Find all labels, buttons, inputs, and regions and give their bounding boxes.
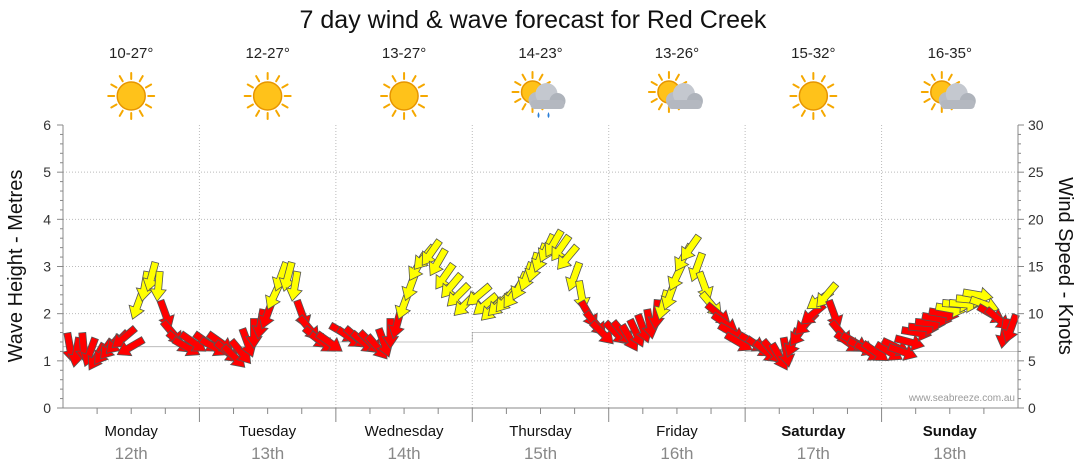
left-tick-label: 5 bbox=[43, 164, 51, 180]
sunny-icon bbox=[380, 72, 429, 120]
day-date-label: 12th bbox=[115, 444, 148, 463]
right-tick-label: 30 bbox=[1028, 117, 1044, 133]
wind-arrow bbox=[314, 330, 343, 352]
right-tick-label: 15 bbox=[1028, 259, 1044, 275]
right-tick-label: 5 bbox=[1028, 353, 1036, 369]
showers-icon bbox=[511, 71, 566, 118]
x-axis-ticks: Monday 12th Tuesday 13th Wednesday 14th Thursd… bbox=[96, 408, 985, 463]
left-tick-label: 6 bbox=[43, 117, 51, 133]
partly-cloudy-icon bbox=[647, 71, 703, 113]
day-name-label: Tuesday bbox=[239, 423, 296, 440]
day-temp-range: 10-27° bbox=[109, 45, 153, 62]
day-date-label: 14th bbox=[388, 444, 421, 463]
wind-arrow bbox=[156, 298, 175, 330]
day-name-label: Wednesday bbox=[365, 423, 444, 440]
left-axis-ticks: 0 1 2 3 4 5 6 bbox=[43, 117, 63, 416]
wind-arrow bbox=[446, 281, 472, 307]
left-tick-label: 4 bbox=[43, 211, 51, 227]
wind-arrow bbox=[245, 318, 263, 350]
grid-lines bbox=[63, 125, 1018, 408]
sunny-icon bbox=[243, 72, 292, 120]
day-name-label: Thursday bbox=[509, 423, 572, 440]
day-date-label: 18th bbox=[933, 444, 966, 463]
wind-arrow bbox=[557, 243, 581, 270]
day-date-label: 17th bbox=[797, 444, 830, 463]
day-name-label: Saturday bbox=[781, 423, 846, 440]
wind-arrow bbox=[381, 318, 400, 350]
day-temp-range: 12-27° bbox=[245, 45, 289, 62]
wind-arrow bbox=[116, 336, 146, 357]
wind-arrow bbox=[285, 270, 303, 302]
wind-arrow bbox=[1001, 312, 1020, 344]
right-axis-ticks: 0 5 10 15 20 25 30 bbox=[1018, 117, 1044, 416]
day-temp-range: 15-32° bbox=[791, 45, 835, 62]
wind-arrow bbox=[695, 270, 714, 302]
day-name-label: Monday bbox=[105, 423, 159, 440]
left-tick-label: 1 bbox=[43, 353, 51, 369]
day-date-label: 13th bbox=[251, 444, 284, 463]
partly-cloudy-icon bbox=[920, 71, 976, 113]
day-name-label: Friday bbox=[656, 423, 698, 440]
day-temp-range: 14-23° bbox=[518, 45, 562, 62]
right-tick-label: 0 bbox=[1028, 400, 1036, 416]
day-date-label: 16th bbox=[660, 444, 693, 463]
right-axis-title: Wind Speed - Knots bbox=[1054, 177, 1076, 355]
right-tick-label: 20 bbox=[1028, 211, 1044, 227]
wind-arrow bbox=[681, 233, 703, 262]
wind-arrow bbox=[466, 282, 493, 306]
watermark: www.seabreeze.com.au bbox=[908, 393, 1015, 404]
sunny-icon bbox=[789, 72, 838, 120]
day-temp-range: 13-27° bbox=[382, 45, 426, 62]
right-tick-label: 25 bbox=[1028, 164, 1044, 180]
day-date-label: 15th bbox=[524, 444, 557, 463]
chart-title: 7 day wind & wave forecast for Red Creek bbox=[300, 6, 767, 34]
left-tick-label: 0 bbox=[43, 400, 51, 416]
day-temp-range: 16-35° bbox=[928, 45, 972, 62]
right-tick-label: 10 bbox=[1028, 306, 1044, 322]
day-name-label: Sunday bbox=[923, 423, 978, 440]
wind-arrow bbox=[887, 342, 918, 361]
day-temp-range: 13-26° bbox=[655, 45, 699, 62]
wind-arrow bbox=[428, 247, 449, 277]
wind-arrow bbox=[825, 298, 844, 330]
sunny-icon bbox=[107, 72, 156, 120]
wind-series bbox=[61, 228, 1020, 371]
left-axis-title: Wave Height - Metres bbox=[5, 170, 27, 363]
left-tick-label: 3 bbox=[43, 259, 51, 275]
wind-arrow bbox=[149, 270, 167, 303]
day-forecast-row: 10-27° 12-27° 13-27° 14-23° 13-26° 15-32° 16-3… bbox=[107, 45, 976, 120]
left-tick-label: 2 bbox=[43, 306, 51, 322]
